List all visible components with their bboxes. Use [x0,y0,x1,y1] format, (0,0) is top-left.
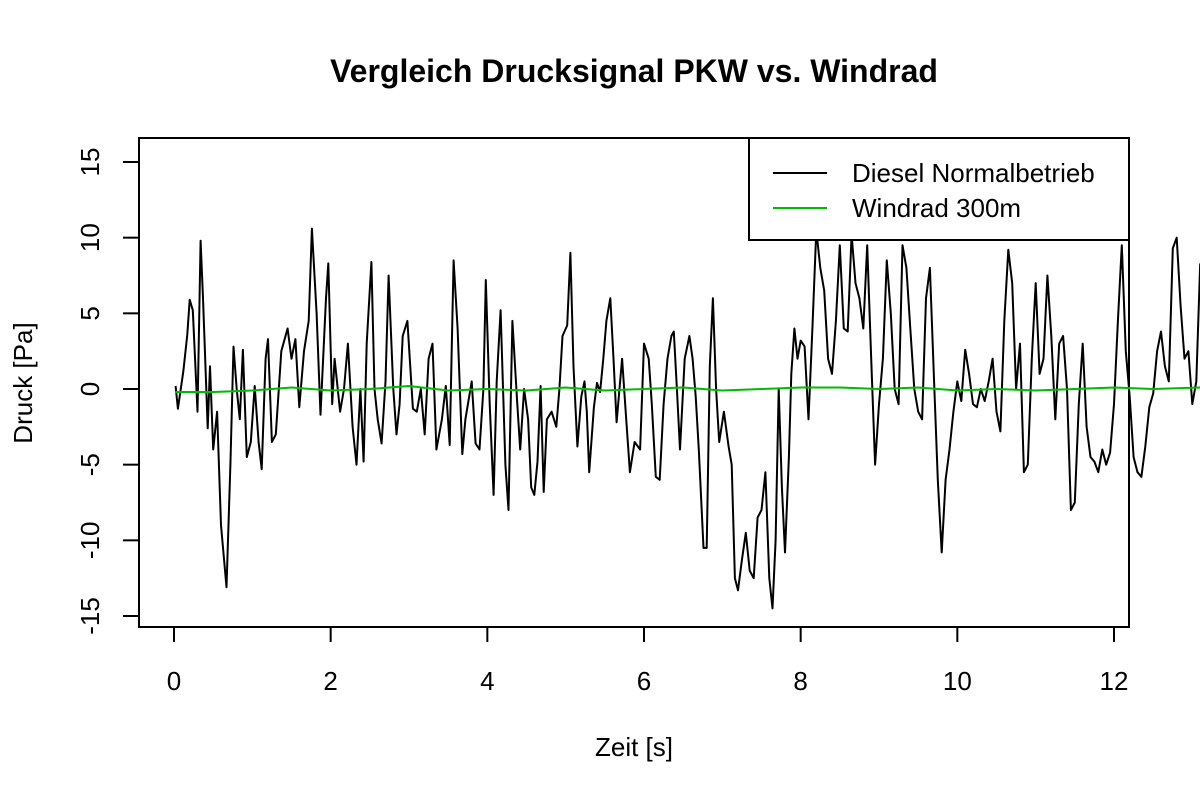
y-tick-label: 5 [75,306,105,320]
legend: Diesel Normalbetrieb Windrad 300m [748,137,1130,241]
x-tick-label: 12 [1100,666,1129,696]
x-axis-label: Zeit [s] [595,732,673,762]
x-tick-label: 6 [637,666,651,696]
x-tick-label: 4 [480,666,494,696]
y-axis: -15 -10 -5 0 5 10 15 [75,148,140,635]
y-tick-label: -10 [75,522,105,560]
chart-title: Vergleich Drucksignal PKW vs. Windrad [330,53,938,89]
y-tick-label: 10 [75,223,105,252]
series-line-diesel-normalbetrieb [174,227,1200,610]
y-axis-label: Druck [Pa] [8,322,38,443]
x-tick-label: 2 [323,666,337,696]
series-layer [174,227,1200,610]
y-tick-label: 15 [75,148,105,177]
x-tick-label: 0 [167,666,181,696]
x-axis: 0 2 4 6 8 10 12 [167,626,1129,696]
y-tick-label: -15 [75,597,105,635]
legend-label-diesel: Diesel Normalbetrieb [852,158,1095,188]
x-tick-label: 8 [793,666,807,696]
x-tick-label: 10 [943,666,972,696]
y-tick-label: 0 [75,382,105,396]
legend-box [748,137,1130,241]
y-tick-label: -5 [75,453,105,476]
legend-label-windrad: Windrad 300m [852,193,1021,223]
series-line-windrad-300m [175,385,1200,393]
